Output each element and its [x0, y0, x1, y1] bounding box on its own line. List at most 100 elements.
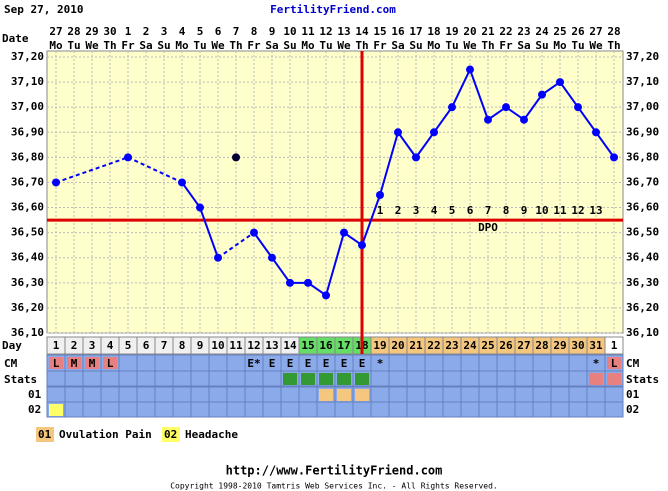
cycle-day: 28: [535, 339, 548, 352]
weekday-label: We: [85, 39, 99, 52]
dpo-label: 9: [521, 204, 528, 217]
row-cell: [604, 401, 624, 418]
cm-label: E: [323, 357, 330, 370]
dpo-label: 6: [467, 204, 474, 217]
dpo-label: 7: [485, 204, 492, 217]
date-label: 30: [103, 25, 116, 38]
symptom-cell: [355, 389, 369, 401]
y-tick-label: 36,10: [626, 326, 659, 339]
y-tick-label: 36,70: [626, 175, 659, 188]
y-tick-label: 36,60: [626, 201, 659, 214]
cycle-day: 3: [89, 339, 96, 352]
date-label: 15: [373, 25, 386, 38]
date-label: 29: [85, 25, 98, 38]
weekday-label: Fr: [121, 39, 135, 52]
date-label: 28: [607, 25, 620, 38]
y-tick-label: 36,90: [11, 125, 44, 138]
temp-point: [268, 253, 276, 262]
cycle-day: 20: [391, 339, 404, 352]
temp-point: [376, 191, 384, 199]
temp-point: [358, 241, 366, 250]
dpo-label: 3: [413, 204, 420, 217]
weekday-label: Sa: [265, 39, 278, 52]
date-label: 22: [499, 25, 512, 38]
stats-cell: [589, 373, 603, 385]
dpo-title: DPO: [478, 221, 498, 234]
cycle-day: 15: [301, 339, 314, 352]
weekday-label: Tu: [445, 39, 458, 52]
weekday-label: We: [463, 39, 477, 52]
date-label: 6: [215, 25, 222, 38]
footer-url[interactable]: http://www.FertilityFriend.com: [226, 464, 443, 478]
temp-point: [610, 153, 618, 162]
row-label: Stats: [626, 373, 659, 386]
weekday-label: Fr: [247, 39, 261, 52]
cycle-day: 24: [463, 339, 477, 352]
weekday-label: Mo: [49, 39, 63, 52]
line-segment: [415, 131, 435, 158]
symptom-cell: [49, 404, 63, 416]
line-gap-connector: [127, 156, 183, 184]
temp-point: [502, 103, 510, 112]
stats-cell: [319, 373, 333, 385]
y-tick-label: 36,30: [626, 276, 659, 289]
y-tick-label: 36,80: [11, 150, 44, 163]
cycle-day: 10: [211, 339, 224, 352]
temp-point: [340, 228, 348, 237]
legend-text: Ovulation Pain: [59, 428, 152, 441]
temp-point: [286, 278, 294, 287]
cm-label: L: [611, 357, 618, 370]
chart-date: Sep 27, 2010: [4, 3, 83, 16]
line-gap-connector: [217, 231, 255, 259]
row-label: 02: [28, 403, 41, 416]
day-cell: [604, 336, 624, 355]
weekday-label: Su: [157, 39, 170, 52]
temp-point: [52, 178, 60, 187]
y-tick-label: 37,20: [11, 50, 44, 63]
temp-point: [322, 291, 330, 300]
temp-point: [538, 90, 546, 99]
discarded-point: [232, 153, 240, 162]
y-tick-label: 36,70: [11, 175, 44, 188]
footer-copyright: Copyright 1998-2010 Tamtris Web Services…: [170, 482, 498, 491]
y-tick-label: 36,10: [11, 326, 44, 339]
cycle-day: 25: [481, 339, 494, 352]
cycle-day: 29: [553, 339, 566, 352]
line-segment: [379, 131, 399, 196]
date-label: 19: [445, 25, 458, 38]
temp-point: [196, 203, 204, 212]
cm-label: M: [89, 357, 96, 370]
row-label: 02: [626, 403, 639, 416]
temp-point: [466, 65, 474, 74]
date-label: 7: [233, 25, 240, 38]
weekday-label: Tu: [193, 39, 206, 52]
date-label: 4: [179, 25, 186, 38]
site-link[interactable]: FertilityFriend.com: [270, 3, 396, 16]
dpo-label: 13: [589, 204, 602, 217]
temp-point: [556, 78, 564, 87]
cycle-day: 17: [337, 339, 350, 352]
y-tick-label: 36,90: [626, 125, 659, 138]
cm-label: M: [71, 357, 78, 370]
cm-cell: [103, 357, 117, 369]
date-label: 14: [355, 25, 369, 38]
y-tick-label: 37,00: [626, 100, 659, 113]
line-segment: [577, 106, 597, 133]
dpo-label: 5: [449, 204, 456, 217]
line-segment: [469, 69, 489, 121]
row-label: 01: [28, 388, 42, 401]
line-segment: [451, 69, 471, 108]
stats-cell: [607, 373, 621, 385]
temp-point: [394, 128, 402, 137]
weekday-label: Th: [481, 39, 494, 52]
cm-label: *: [377, 357, 384, 370]
cm-cell: [85, 357, 99, 369]
temp-point: [304, 278, 312, 287]
cm-label: E: [305, 357, 312, 370]
weekday-label: Th: [607, 39, 620, 52]
weekday-label: Th: [103, 39, 116, 52]
y-tick-label: 36,50: [626, 226, 659, 239]
weekday-label: Mo: [427, 39, 441, 52]
temp-point: [520, 115, 528, 124]
date-label: 11: [301, 25, 315, 38]
